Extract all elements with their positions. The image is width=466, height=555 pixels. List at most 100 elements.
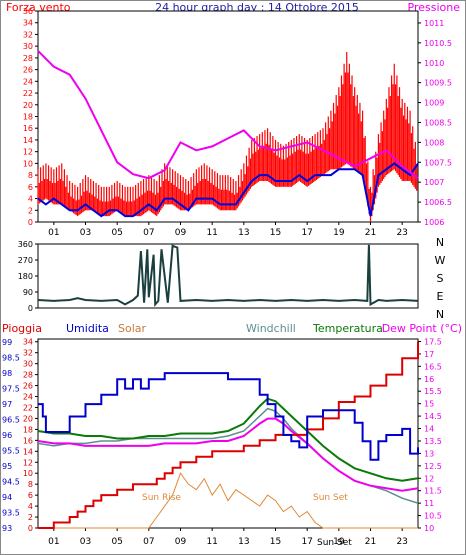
pressure-tick-label: 1010 xyxy=(424,59,444,68)
wind-tick-label: 18 xyxy=(23,113,33,122)
temp-tick-label: 11 xyxy=(424,499,434,508)
humidity-tick-label: 94 xyxy=(2,493,12,502)
rain-tick-label: 22 xyxy=(23,403,33,412)
rain-tick-label: 8 xyxy=(28,480,33,489)
wind-tick-label: 16 xyxy=(23,124,33,133)
pressure-line xyxy=(37,50,419,180)
temp-tick-label: 10.5 xyxy=(424,512,442,521)
pressure-tick-label: 1007 xyxy=(424,178,444,187)
pressure-tick-label: 1006.5 xyxy=(424,198,452,207)
pressure-tick-label: 1007.5 xyxy=(424,158,452,167)
direction-tick-label: 270 xyxy=(18,256,33,265)
temp-tick-label: 15 xyxy=(424,400,434,409)
humidity-tick-label: 95 xyxy=(2,462,12,471)
temp-tick-label: 12 xyxy=(424,474,434,483)
pressure-tick-label: 1006 xyxy=(424,218,444,227)
temperature-line xyxy=(37,397,419,482)
wind-tick-label: 10 xyxy=(23,159,33,168)
hour-tick-label: 09 xyxy=(175,228,187,238)
hour-tick-label: 15 xyxy=(270,537,281,547)
wind-tick-label: 6 xyxy=(28,183,33,192)
sunrise-label: Sun Rise xyxy=(142,493,181,503)
direction-tick-label: 0 xyxy=(28,304,33,313)
pressure-tick-label: 1009 xyxy=(424,99,444,108)
rain-tick-label: 2 xyxy=(28,513,33,522)
hour-tick-label: 01 xyxy=(48,537,59,547)
rain-tick-label: 24 xyxy=(23,393,33,402)
temp-tick-label: 12.5 xyxy=(424,462,442,471)
direction-tick-label: 90 xyxy=(23,288,33,297)
pressure-tick-label: 1008.5 xyxy=(424,118,452,127)
hour-tick-label: 21 xyxy=(365,228,376,238)
rain-tick-label: 12 xyxy=(23,458,33,467)
compass-label: W xyxy=(435,254,446,267)
direction-line xyxy=(37,244,419,307)
hour-tick-label: 21 xyxy=(365,537,376,547)
compass-label: N xyxy=(436,236,444,249)
humidity-line xyxy=(38,372,419,461)
hour-tick-label: 19 xyxy=(333,228,345,238)
humidity-tick-label: 98.5 xyxy=(2,354,20,363)
legend-solar: Solar xyxy=(118,322,147,335)
temp-tick-label: 14 xyxy=(424,425,434,434)
compass-label: N xyxy=(436,308,444,321)
humidity-tick-label: 93 xyxy=(2,524,12,533)
direction-tick-label: 180 xyxy=(18,272,33,281)
rain-tick-label: 26 xyxy=(23,382,33,391)
temp-tick-label: 11.5 xyxy=(424,487,442,496)
humidity-tick-label: 95.5 xyxy=(2,447,20,456)
hour-tick-label: 05 xyxy=(111,537,122,547)
wind-tick-label: 14 xyxy=(23,136,33,145)
wind-tick-label: 26 xyxy=(23,66,33,75)
humidity-tick-label: 98 xyxy=(2,369,12,378)
direction-tick-label: 360 xyxy=(18,240,33,249)
wind-tick-label: 20 xyxy=(23,101,33,110)
solar-line xyxy=(38,472,418,529)
legend-windchill: Windchill xyxy=(246,322,296,335)
hour-tick-label: 13 xyxy=(238,537,249,547)
wind-tick-label: 12 xyxy=(23,148,33,157)
wind-tick-label: 28 xyxy=(23,54,33,63)
hour-tick-label: 11 xyxy=(206,228,217,238)
rain-tick-label: 14 xyxy=(23,447,33,456)
hour-tick-label: 07 xyxy=(143,537,154,547)
humidity-tick-label: 93.5 xyxy=(2,509,20,518)
rain-tick-label: 16 xyxy=(23,436,33,445)
hour-tick-label: 23 xyxy=(396,228,407,238)
wind-tick-label: 30 xyxy=(23,42,33,51)
rain-tick-label: 18 xyxy=(23,425,33,434)
temp-tick-label: 14.5 xyxy=(424,412,442,421)
rain-tick-label: 10 xyxy=(23,469,33,478)
compass-label: S xyxy=(437,272,444,285)
sunset-axis-label: Sun Set xyxy=(317,538,352,548)
rain-tick-label: 20 xyxy=(23,414,33,423)
humidity-tick-label: 94.5 xyxy=(2,478,20,487)
rain-tick-label: 34 xyxy=(23,338,33,347)
rain-tick-label: 4 xyxy=(28,502,33,511)
wind-tick-label: 4 xyxy=(28,195,33,204)
rain-tick-label: 0 xyxy=(28,524,33,533)
wind-tick-label: 2 xyxy=(28,206,33,215)
pressure-tick-label: 1008 xyxy=(424,138,444,147)
wind-tick-label: 32 xyxy=(23,30,33,39)
hour-tick-label: 15 xyxy=(270,228,281,238)
legend-dewpoint: Dew Point (°C) xyxy=(382,322,462,335)
humidity-tick-label: 99 xyxy=(2,338,12,347)
wind-tick-label: 22 xyxy=(23,89,33,98)
gust-line xyxy=(37,162,419,218)
wind-tick-label: 0 xyxy=(28,218,33,227)
hour-tick-label: 17 xyxy=(301,228,312,238)
temp-tick-label: 16.5 xyxy=(424,362,442,371)
temp-tick-label: 16 xyxy=(424,375,434,384)
wind-tick-label: 34 xyxy=(23,19,33,28)
temp-tick-label: 10 xyxy=(424,524,434,533)
hour-tick-label: 19 xyxy=(333,537,345,547)
legend-humidity: Umidita xyxy=(66,322,109,335)
hour-tick-label: 13 xyxy=(238,228,249,238)
pressure-tick-label: 1009.5 xyxy=(424,79,452,88)
pressure-tick-label: 1011 xyxy=(424,19,444,28)
sunset-label: Sun Set xyxy=(313,493,348,503)
legend-rain: Pioggia xyxy=(2,322,42,335)
rain-line xyxy=(38,341,419,529)
rain-tick-label: 28 xyxy=(23,371,33,380)
